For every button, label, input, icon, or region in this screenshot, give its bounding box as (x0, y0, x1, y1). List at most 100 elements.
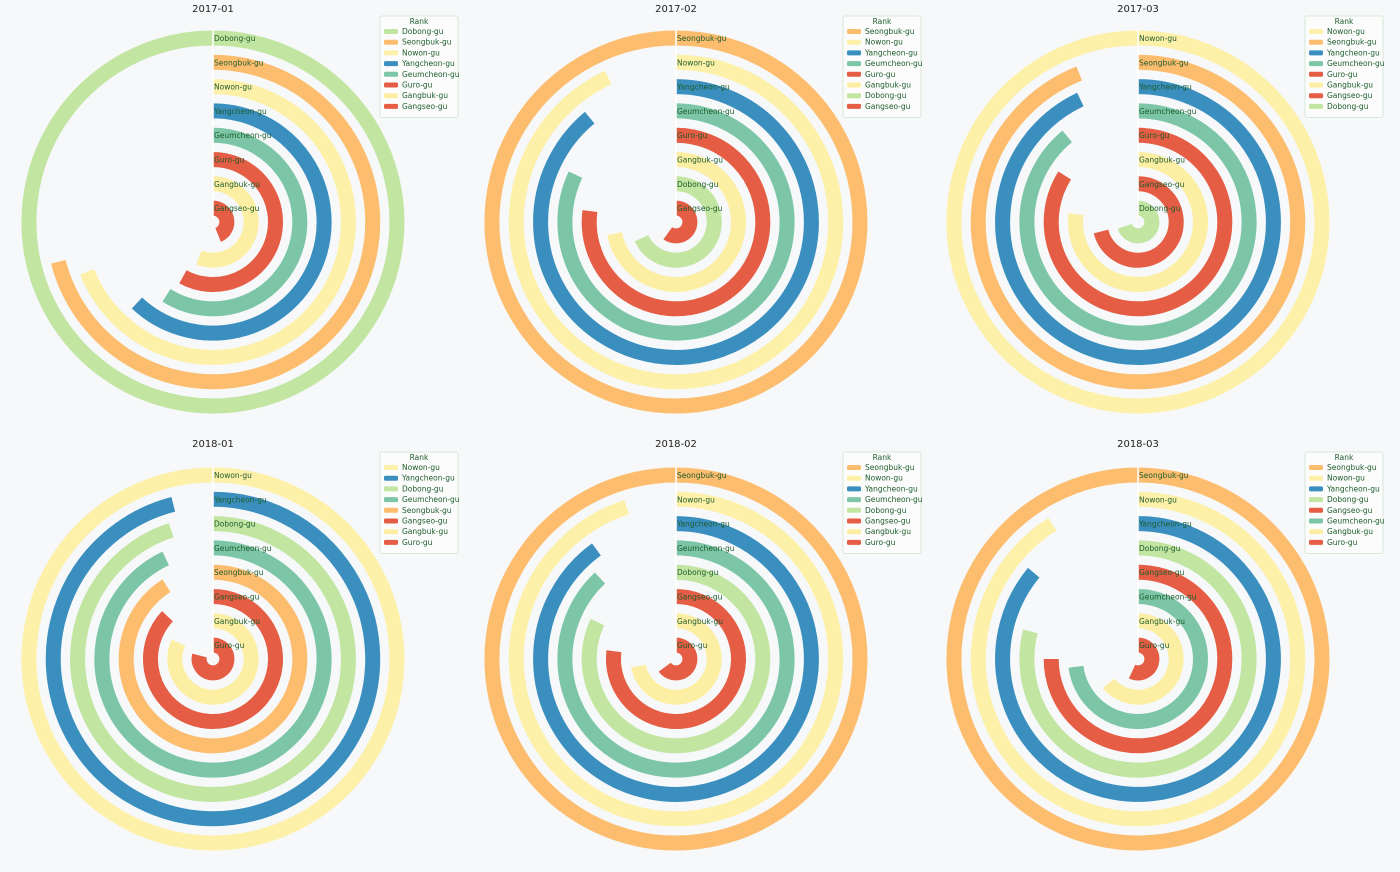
ring-guro-gu (191, 637, 235, 681)
ring-label-guro-gu: Guro-gu (677, 641, 708, 650)
ring-gangbuk-gu (1068, 152, 1208, 292)
ring-yangcheon-gu (995, 79, 1281, 365)
legend-swatch-nowon-gu (847, 475, 861, 481)
legend-swatch-yangcheon-gu (847, 50, 861, 56)
ring-seongbuk-gu (118, 564, 308, 754)
ring-gangseo-gu (143, 589, 283, 729)
legend-swatch-guro-gu (1309, 539, 1323, 545)
legend-swatch-geumcheon-gu (1309, 518, 1323, 524)
ring-label-dobong-gu: Dobong-gu (677, 568, 719, 577)
legend-swatch-seongbuk-gu (384, 39, 398, 45)
ring-gangbuk-gu (1102, 613, 1184, 705)
ring-label-geumcheon-gu: Geumcheon-gu (214, 544, 272, 553)
legend-swatch-geumcheon-gu (384, 71, 398, 77)
ring-geumcheon-gu (162, 127, 308, 317)
ring-seongbuk-gu (51, 54, 381, 390)
ring-seongbuk-gu (484, 30, 868, 414)
ring-label-guro-gu: Guro-gu (1139, 641, 1170, 650)
legend-swatch-nowon-gu (847, 39, 861, 45)
legend-label-geumcheon-gu: Geumcheon-gu (1327, 517, 1385, 526)
ring-dobong-gu (70, 516, 356, 802)
legend-label-nowon-gu: Nowon-gu (1327, 474, 1365, 483)
legend-label-gangseo-gu: Gangseo-gu (1327, 506, 1373, 515)
ring-label-nowon-gu: Nowon-gu (677, 58, 715, 67)
legend-swatch-yangcheon-gu (384, 61, 398, 67)
chart-panel-6: 2018-03Seongbuk-guNowon-guYangcheon-guDo… (946, 439, 1385, 851)
legend-swatch-geumcheon-gu (847, 61, 861, 67)
ring-label-seongbuk-gu: Seongbuk-gu (677, 34, 727, 43)
ring-gangbuk-gu (607, 152, 746, 292)
chart-title: 2018-01 (192, 439, 234, 450)
chart-title: 2017-01 (192, 4, 234, 15)
legend-swatch-dobong-gu (1309, 497, 1323, 503)
legend-swatch-guro-gu (847, 539, 861, 545)
ring-guro-gu (1043, 127, 1233, 317)
chart-panel-5: 2018-02 Seongbuk-gu Nowon-gu Yangcheon-gu Ge… (484, 439, 923, 851)
legend-swatch-seongbuk-gu (1309, 39, 1323, 45)
ring-label-nowon-gu: Nowon-gu (677, 495, 715, 504)
legend-swatch-seongbuk-gu (1309, 465, 1323, 470)
chart-title: 2017-02 (655, 4, 697, 15)
legend-label-geumcheon-gu: Geumcheon-gu (865, 59, 923, 68)
chart-title: 2018-02 (655, 439, 697, 450)
ring-dobong-gu (21, 30, 405, 414)
legend-swatch-nowon-gu (1309, 29, 1323, 34)
legend-frame (1304, 451, 1384, 554)
ring-yangcheon-gu (533, 516, 819, 802)
legend-label-nowon-gu: Nowon-gu (402, 48, 440, 57)
ring-geumcheon-gu (94, 540, 332, 778)
legend-swatch-yangcheon-gu (1309, 50, 1323, 56)
ring-label-nowon-gu: Nowon-gu (214, 471, 252, 480)
legend-label-seongbuk-gu: Seongbuk-gu (865, 463, 915, 472)
legend-frame (379, 15, 459, 118)
ring-label-seongbuk-gu: Seongbuk-gu (214, 568, 264, 577)
ring-label-yangcheon-gu: Yangcheon-gu (676, 520, 730, 529)
legend-label-yangcheon-gu: Yangcheon-gu (401, 474, 455, 483)
legend-swatch-dobong-gu (847, 93, 861, 99)
ring-nowon-gu (970, 491, 1306, 827)
legend-label-dobong-gu: Dobong-gu (1327, 495, 1369, 504)
ring-guro-gu (658, 637, 698, 681)
legend-label-gangbuk-gu: Gangbuk-gu (865, 81, 911, 90)
legend-swatch-nowon-gu (384, 465, 398, 470)
legend-label-dobong-gu: Dobong-gu (865, 506, 907, 515)
ring-label-dobong-gu: Dobong-gu (1139, 544, 1181, 553)
legend-label-seongbuk-gu: Seongbuk-gu (865, 27, 915, 36)
legend-label-gangbuk-gu: Gangbuk-gu (1327, 527, 1373, 536)
ring-label-nowon-gu: Nowon-gu (1139, 495, 1177, 504)
legend-label-geumcheon-gu: Geumcheon-gu (402, 495, 460, 504)
ring-label-geumcheon-gu: Geumcheon-gu (677, 544, 735, 553)
legend-frame (1304, 15, 1384, 118)
legend-label-dobong-gu: Dobong-gu (1327, 102, 1369, 111)
ring-dobong-gu (634, 176, 722, 268)
legend-label-gangseo-gu: Gangseo-gu (402, 517, 448, 526)
ring-label-dobong-gu: Dobong-gu (214, 520, 256, 529)
ring-label-gangbuk-gu: Gangbuk-gu (214, 617, 260, 626)
legend-label-dobong-gu: Dobong-gu (402, 27, 444, 36)
legend-label-gangseo-gu: Gangseo-gu (865, 517, 911, 526)
ring-label-gangbuk-gu: Gangbuk-gu (677, 617, 723, 626)
ring-label-guro-gu: Guro-gu (214, 641, 245, 650)
legend-label-gangbuk-gu: Gangbuk-gu (402, 91, 448, 100)
ring-guro-gu (1128, 637, 1160, 681)
chart-panel-3: 2017-03Nowon-guSeongbuk-guYangcheon-guGe… (946, 4, 1385, 414)
legend-label-guro-gu: Guro-gu (1327, 70, 1358, 79)
legend-label-yangcheon-gu: Yangcheon-gu (1326, 48, 1380, 57)
legend-label-geumcheon-gu: Geumcheon-gu (402, 70, 460, 79)
ring-label-dobong-gu: Dobong-gu (677, 180, 719, 189)
legend-swatch-dobong-gu (1309, 103, 1323, 109)
legend-label-yangcheon-gu: Yangcheon-gu (864, 48, 918, 57)
ring-geumcheon-gu (557, 103, 795, 341)
ring-nowon-gu (508, 54, 844, 390)
ring-label-gangseo-gu: Gangseo-gu (677, 204, 723, 213)
legend-swatch-gangbuk-gu (1309, 529, 1323, 535)
legend-swatch-gangbuk-gu (384, 93, 398, 99)
ring-label-gangseo-gu: Gangseo-gu (1139, 180, 1185, 189)
ring-label-gangbuk-gu: Gangbuk-gu (214, 180, 260, 189)
ring-label-geumcheon-gu: Geumcheon-gu (1139, 593, 1197, 602)
